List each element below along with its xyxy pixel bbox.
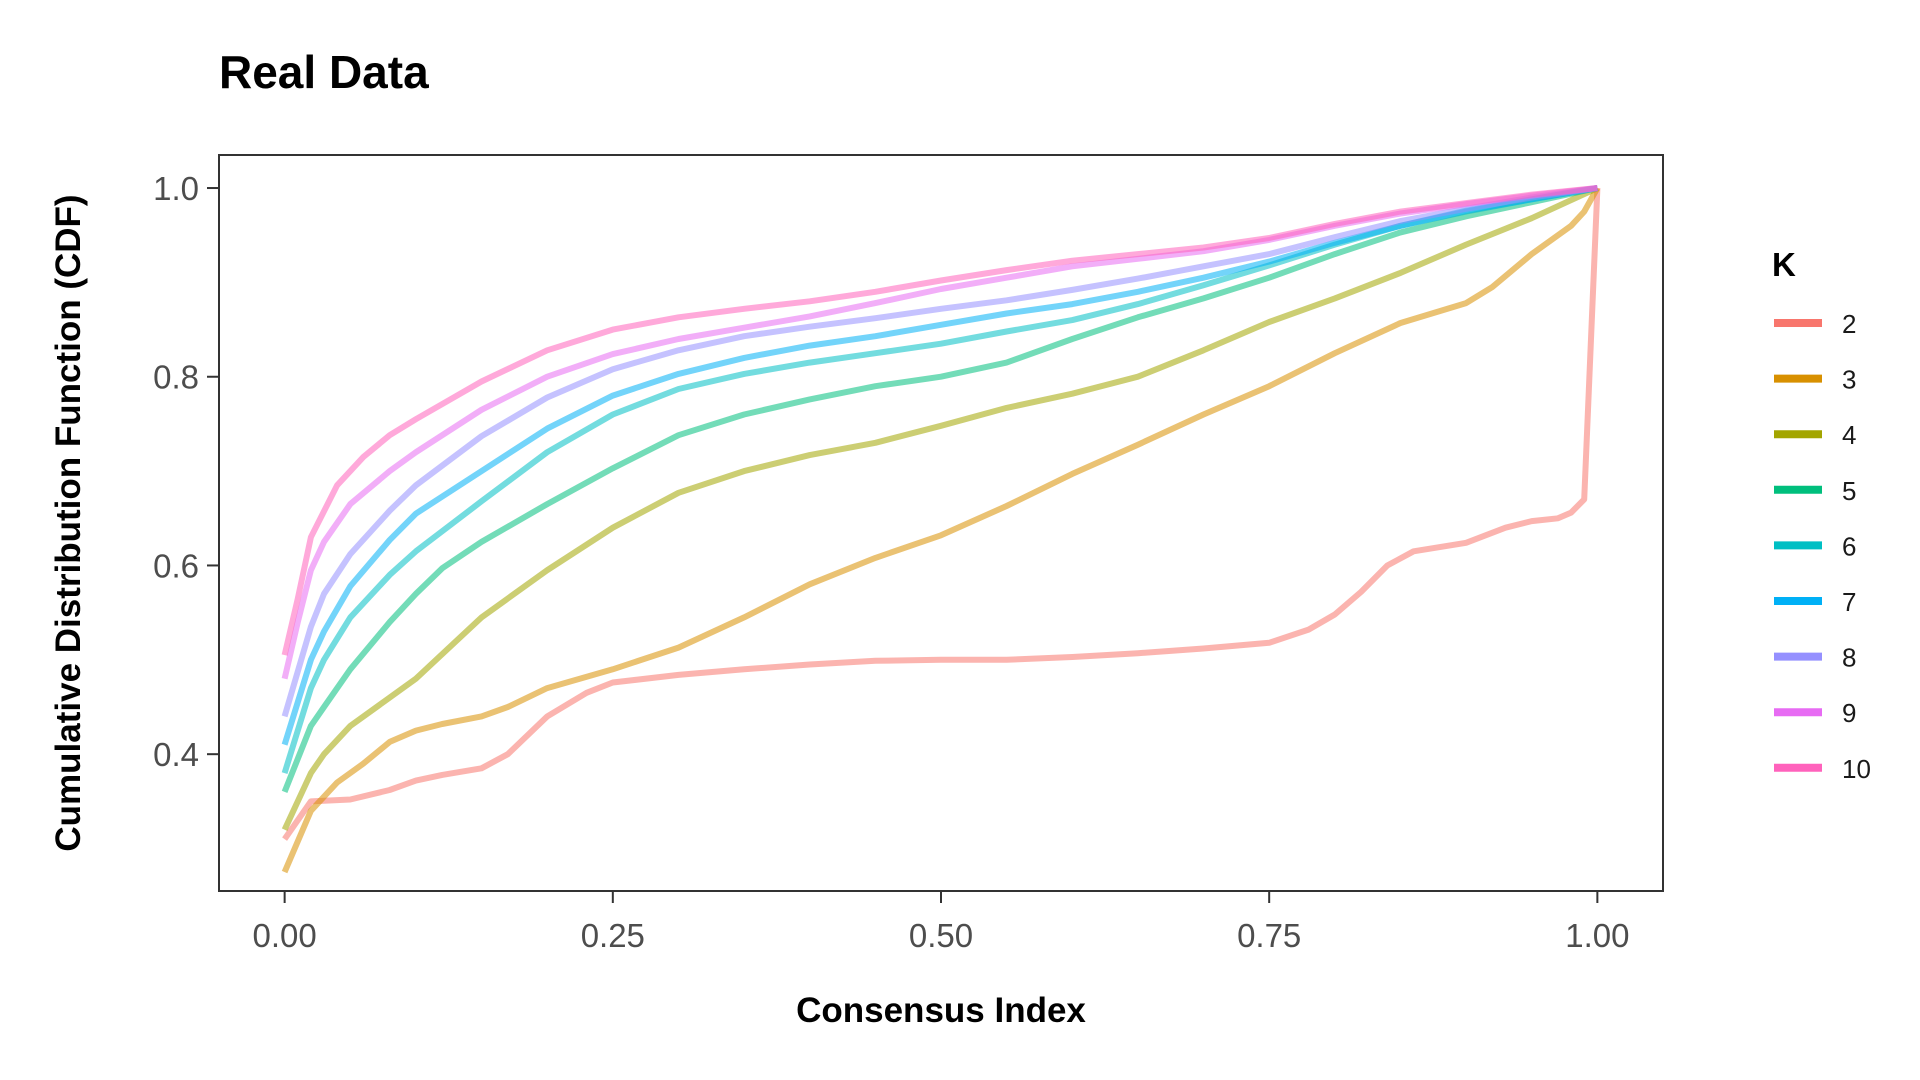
plot-border	[218, 154, 1664, 892]
legend-title: K	[1772, 246, 1796, 283]
x-tick-label: 0.25	[581, 917, 645, 954]
series-line-k5	[281, 185, 1599, 794]
x-axis-title: Consensus Index	[796, 991, 1086, 1030]
series-line-k2	[282, 187, 1601, 841]
legend-label-k2: 2	[1842, 309, 1856, 339]
series-line-k7	[281, 185, 1598, 746]
legend-label-k3: 3	[1842, 365, 1856, 395]
x-tick-label: 0.75	[1237, 917, 1301, 954]
legend-label-k5: 5	[1842, 476, 1856, 506]
series-line-k3	[281, 186, 1601, 874]
y-tick-label: 0.6	[153, 547, 199, 584]
y-tick-label: 0.8	[153, 359, 199, 396]
y-tick-label: 0.4	[153, 736, 199, 773]
legend-label-k8: 8	[1842, 643, 1856, 673]
y-axis: 0.4 0.6 0.8 1.0	[153, 170, 219, 773]
x-tick-label: 1.00	[1565, 917, 1629, 954]
legend-label-k7: 7	[1842, 587, 1856, 617]
x-tick-label: 0.00	[253, 917, 317, 954]
series-line-k4	[281, 185, 1599, 831]
y-tick-label: 1.0	[153, 170, 199, 207]
x-tick-label: 0.50	[909, 917, 973, 954]
x-axis: 0.00 0.25 0.50 0.75 1.00	[253, 891, 1629, 954]
series-line-k10	[281, 185, 1598, 656]
legend: K 2 3 4 5 6 7 8 9 10	[1772, 246, 1871, 784]
legend-label-k9: 9	[1842, 698, 1856, 728]
y-axis-title: Cumulative Distribution Function (CDF)	[49, 194, 88, 851]
chart-title: Real Data	[219, 46, 429, 98]
legend-label-k4: 4	[1842, 420, 1856, 450]
legend-label-k10: 10	[1842, 754, 1871, 784]
series-line-k8	[281, 185, 1598, 718]
plot-area	[281, 185, 1601, 874]
legend-label-k6: 6	[1842, 531, 1856, 561]
